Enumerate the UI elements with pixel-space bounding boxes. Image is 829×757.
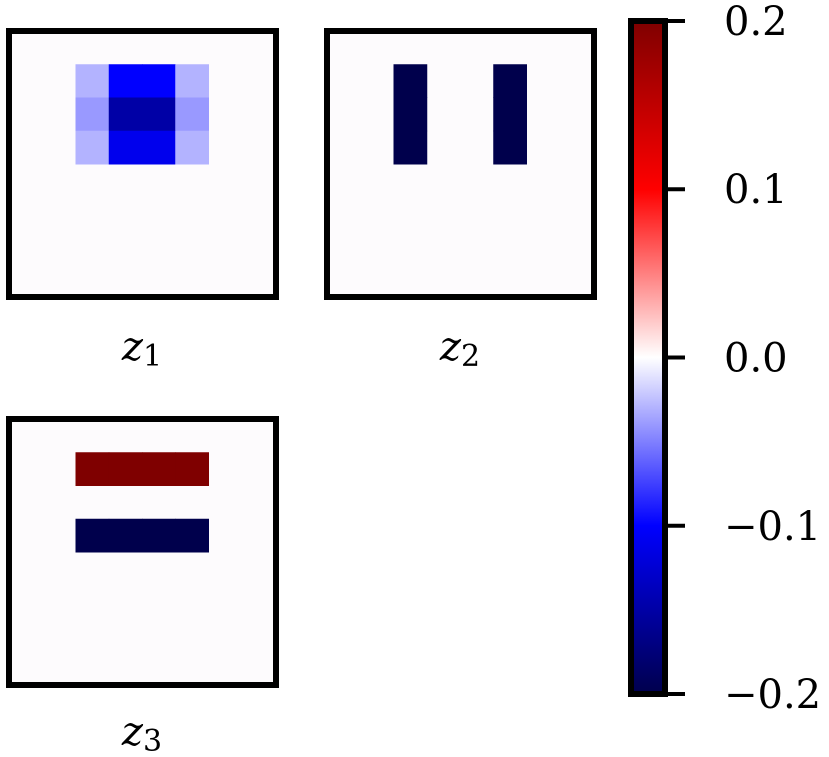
panel-z1: z1 [6, 28, 279, 374]
colorbar-tick-label: −0.2 [724, 672, 821, 718]
heatmap-cell [393, 130, 428, 165]
heatmap-cell [75, 97, 110, 132]
panel-z3-frame [6, 416, 279, 688]
panel-z3: z3 [6, 416, 279, 757]
panel-z2-frame [324, 28, 597, 300]
panel-z3-label: z3 [121, 709, 162, 757]
panel-z2-cells [393, 64, 527, 165]
heatmap-cell [142, 130, 176, 165]
heatmap-cell [75, 452, 110, 486]
heatmap-cell [493, 64, 527, 98]
heatmap-cell [393, 64, 428, 98]
colorbar-tick-label: −0.1 [724, 504, 821, 550]
heatmap-cell [175, 452, 209, 486]
heatmap-cell [108, 518, 143, 553]
panel-z2: z2 [324, 28, 597, 374]
panel-z1-frame [6, 28, 279, 300]
heatmap-cell [75, 64, 110, 98]
heatmap-cell [142, 64, 176, 98]
heatmap-cell [175, 130, 209, 165]
heatmap-cell [108, 130, 143, 165]
colorbar-ticks: 0.2 0.1 0.0 −0.1 −0.2 [665, 0, 821, 718]
heatmap-cell [108, 64, 143, 98]
colorbar-gradient [631, 21, 665, 694]
panel-z1-label: z1 [121, 324, 162, 374]
heatmap-cell [75, 518, 110, 553]
colorbar: 0.2 0.1 0.0 −0.1 −0.2 [628, 0, 821, 718]
heatmap-cell [75, 130, 110, 165]
heatmap-cell [175, 97, 209, 132]
heatmap-cell [493, 130, 527, 165]
heatmap-cell [393, 97, 428, 132]
heatmap-cell [142, 452, 176, 486]
colorbar-tick-label: 0.1 [724, 167, 788, 213]
heatmap-cell [108, 452, 143, 486]
heatmap-cell [108, 97, 143, 132]
colorbar-tick-label: 0.2 [724, 0, 788, 45]
panel-z2-label: z2 [439, 324, 480, 374]
panel-z1-cells [75, 64, 209, 165]
heatmap-cell [493, 97, 527, 132]
heatmap-cell [142, 518, 176, 553]
panel-z2-background [327, 31, 594, 297]
heatmap-cell [142, 97, 176, 132]
heatmap-cell [175, 518, 209, 553]
panel-z3-cells [75, 452, 209, 553]
colorbar-tick-label: 0.0 [724, 336, 788, 382]
heatmap-cell [175, 64, 209, 98]
